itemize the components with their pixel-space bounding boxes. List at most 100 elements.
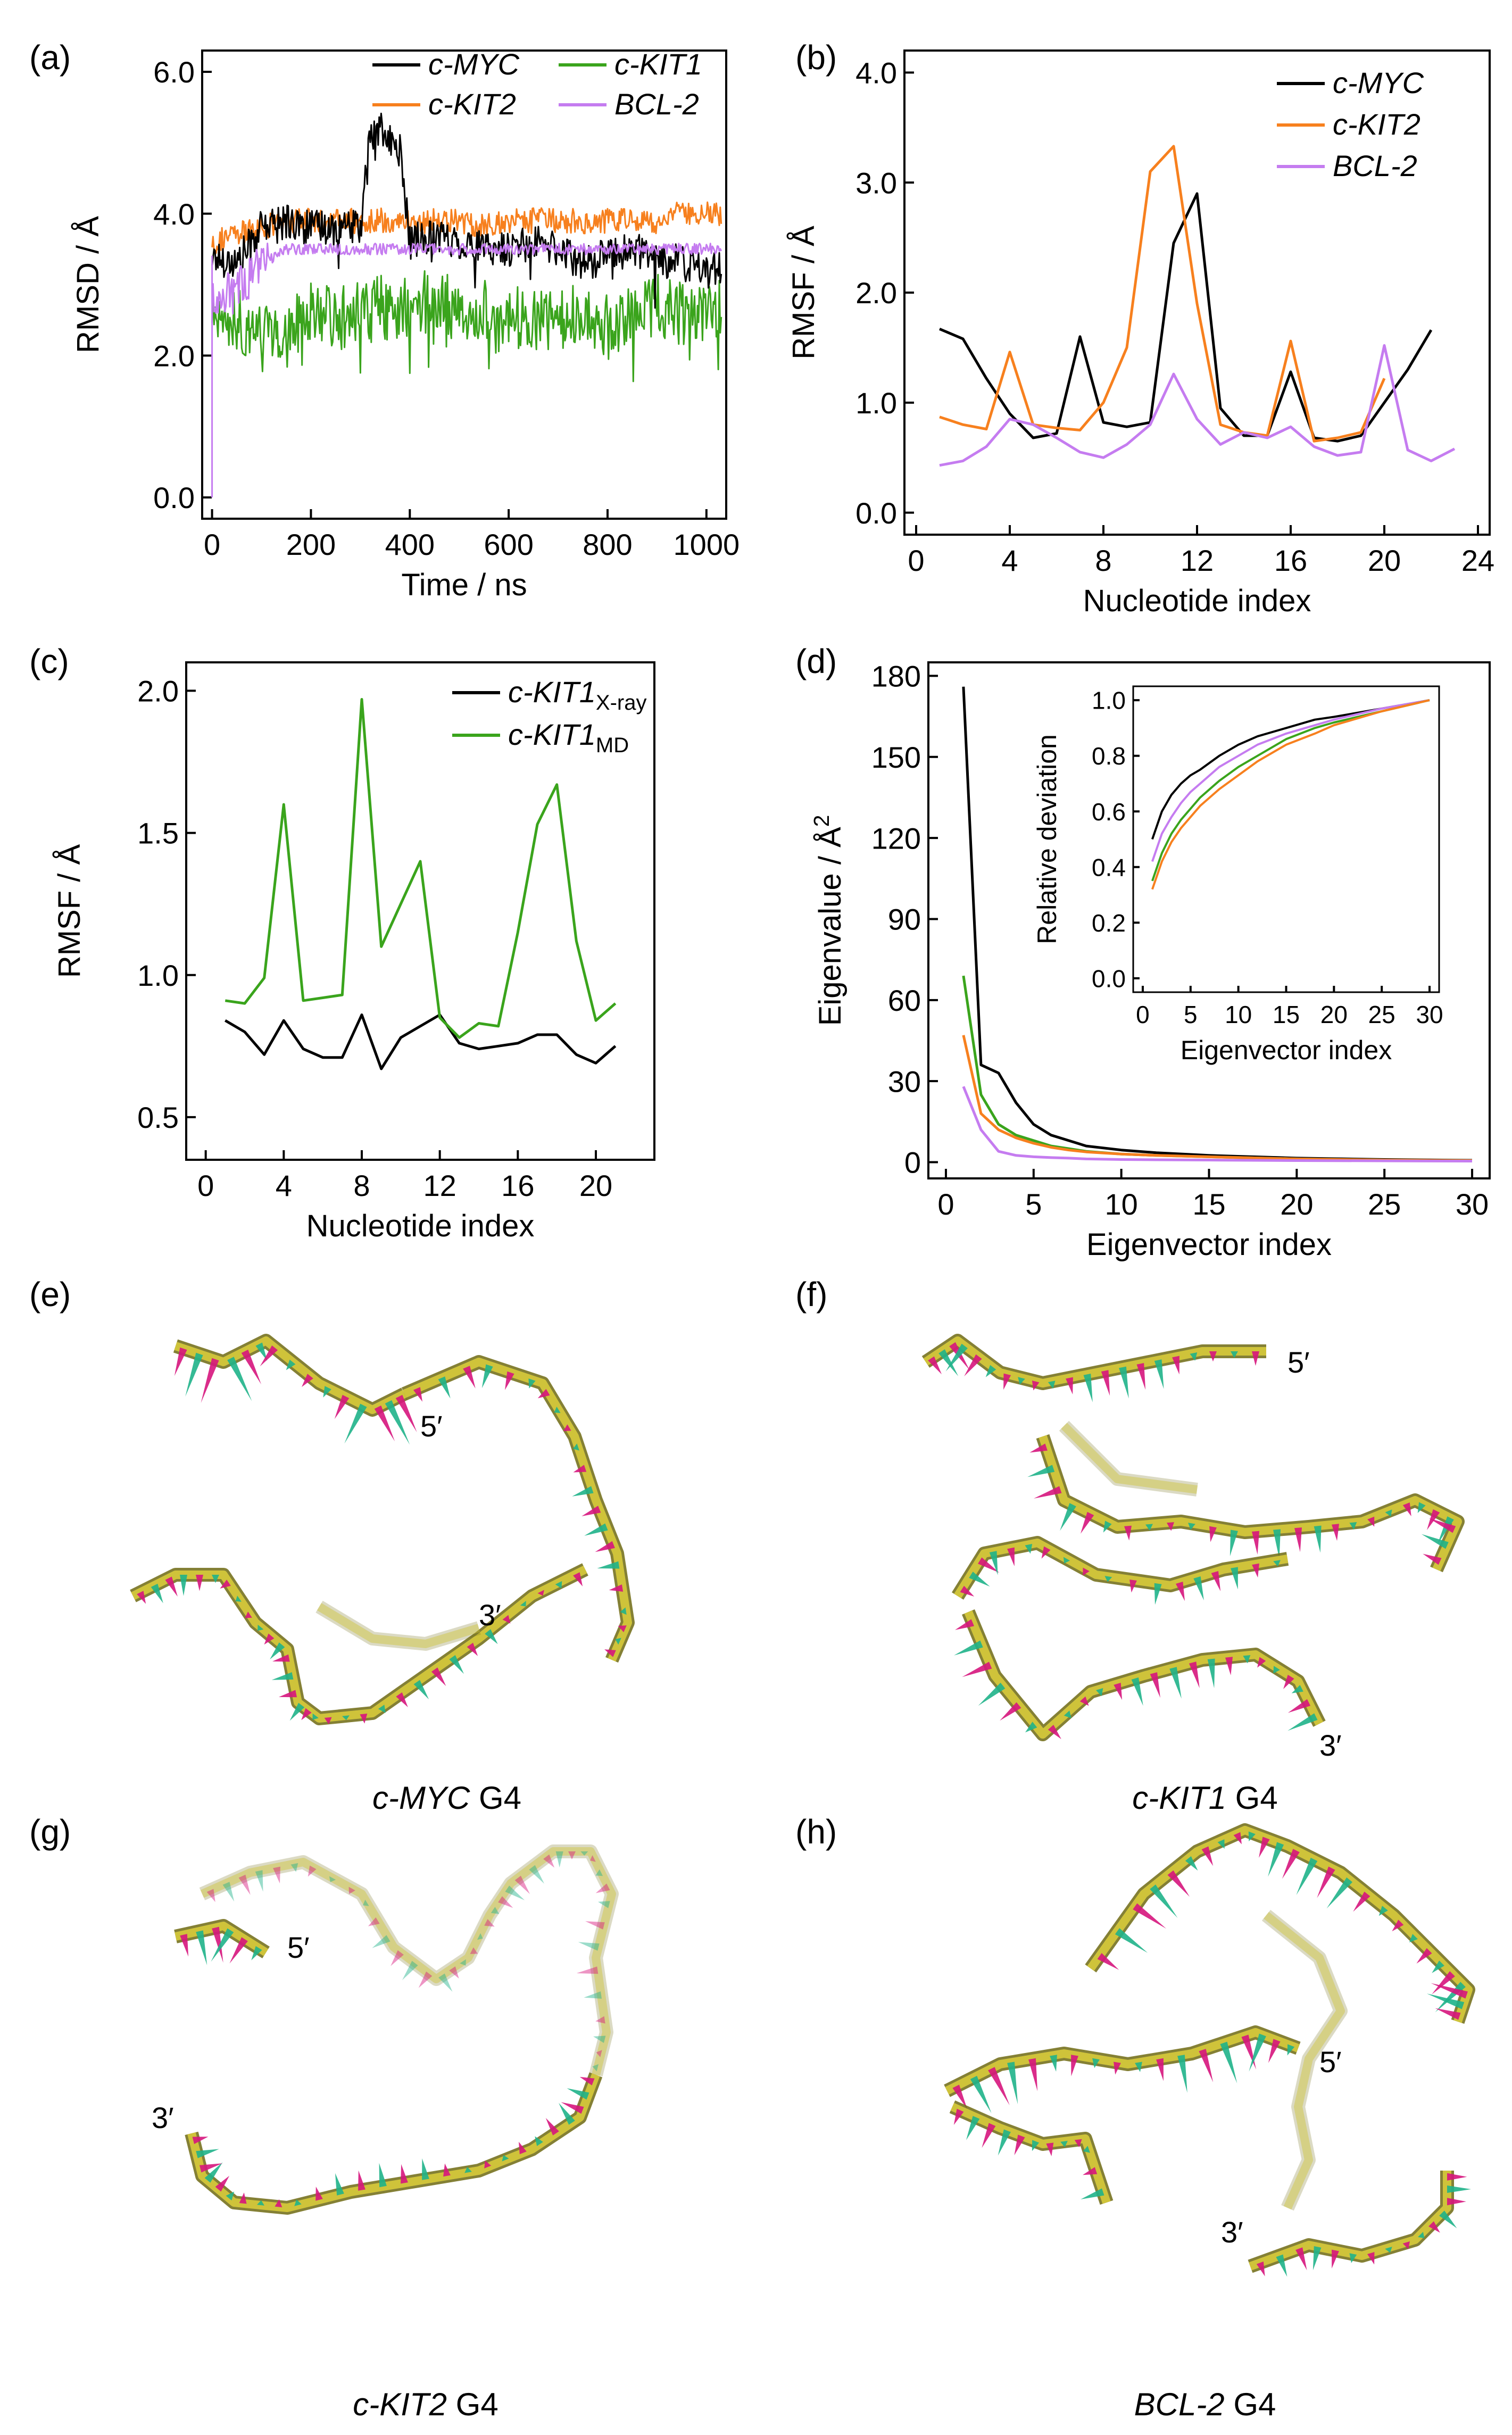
a-series-c-myc bbox=[211, 112, 722, 309]
e-spike-2-4-2 bbox=[279, 1690, 297, 1698]
e-spike-1-4-2 bbox=[595, 1541, 615, 1552]
e-spike-0-4-1 bbox=[385, 1400, 410, 1445]
e-spike-1-0-1 bbox=[438, 1376, 451, 1399]
g-spike-1-11-1 bbox=[585, 1921, 605, 1930]
h-spike-0-7-1 bbox=[1432, 1971, 1455, 1994]
d-inset-xtick-label-4: 20 bbox=[1320, 1001, 1348, 1028]
f-spike-3-7-1 bbox=[1287, 1699, 1311, 1713]
f-spike-2-2-1 bbox=[1063, 1557, 1070, 1564]
d-ytick-label-4: 120 bbox=[871, 821, 921, 855]
struct-f-5prime: 5′ bbox=[1287, 1345, 1310, 1379]
panel-label-e: (e) bbox=[29, 1275, 71, 1314]
h-spike-0-5-0 bbox=[1326, 1877, 1353, 1909]
g-spike-1-10-0 bbox=[590, 1855, 596, 1862]
f-spike-2-2-2 bbox=[1083, 1567, 1090, 1576]
g-spike-1-0-0 bbox=[206, 1889, 215, 1902]
h-spike-1-5-1 bbox=[1268, 2039, 1281, 2063]
g-spike-1-7-1 bbox=[498, 1896, 513, 1908]
g-spike-2-4-2 bbox=[358, 2170, 365, 2191]
e-spike-0-3-2 bbox=[344, 1403, 367, 1444]
e-spike-2-1-0 bbox=[180, 1575, 187, 1596]
structure-h-illustration bbox=[944, 1823, 1475, 2277]
c-ylabel: RMSF / Å bbox=[52, 844, 87, 978]
f-backbone-3 bbox=[964, 1610, 1324, 1739]
h-spike-3-2-0 bbox=[1367, 2252, 1375, 2265]
h-spike-3-0-2 bbox=[1295, 2247, 1307, 2271]
f-spike-0-5-2 bbox=[1190, 1352, 1198, 1361]
g-spike-2-1-1 bbox=[545, 2118, 559, 2135]
a-series-bcl-2 bbox=[211, 243, 722, 497]
caption-h-name: BCL-2 bbox=[1134, 2387, 1225, 2422]
f-spike-1-8-0 bbox=[1428, 1518, 1456, 1533]
a-xtick-label-2: 400 bbox=[385, 528, 435, 561]
h-spike-1-5-2 bbox=[1287, 2044, 1295, 2056]
g-spike-1-4-1 bbox=[402, 1960, 418, 1980]
g-spike-2-2-2 bbox=[484, 2160, 492, 2168]
h-spike-1-0-2 bbox=[988, 2067, 1010, 2106]
g-spike-1-6-1 bbox=[477, 1933, 483, 1940]
g-spike-2-3-0 bbox=[464, 2167, 472, 2173]
e-spike-2-4-1 bbox=[271, 1672, 294, 1680]
g-spike-1-2-0 bbox=[308, 1865, 317, 1877]
f-spike-2-1-2 bbox=[1025, 1544, 1033, 1554]
h-spike-3-4-2 bbox=[1447, 2173, 1467, 2181]
f-spike-3-4-0 bbox=[1150, 1672, 1160, 1698]
g-spike-2-8-2 bbox=[192, 2137, 209, 2145]
g-spike-1-6-2 bbox=[484, 1919, 495, 1927]
chart-c-rmsf: 0 4 8 12 16 20 0.5 1.0 1.5 2.0 Nucleotide index RMS… bbox=[52, 661, 655, 1243]
e-spike-2-6-1 bbox=[342, 1715, 350, 1721]
e-spike-2-3-1 bbox=[264, 1633, 275, 1645]
d-inset-xtick-label-0: 0 bbox=[1136, 1001, 1150, 1028]
f-spike-0-5-1 bbox=[1172, 1356, 1179, 1375]
f-spike-2-2-0 bbox=[1041, 1546, 1051, 1559]
g-spike-1-10-1 bbox=[595, 1869, 603, 1876]
f-spike-3-6-2 bbox=[1283, 1675, 1294, 1689]
h-spike-2-1-2 bbox=[1032, 2140, 1040, 2151]
g-spike-2-8-0 bbox=[200, 2163, 222, 2173]
f-spike-3-3-1 bbox=[1114, 1683, 1123, 1700]
f-spike-2-4-0 bbox=[1176, 1582, 1185, 1601]
f-spike-0-1-1 bbox=[964, 1354, 982, 1376]
e-spike-2-2-0 bbox=[220, 1580, 231, 1589]
f-spike-0-4-0 bbox=[1101, 1370, 1110, 1396]
g-spike-2-4-0 bbox=[401, 2164, 408, 2184]
structure-f-illustration bbox=[921, 1334, 1465, 1741]
h-spike-2-2-0 bbox=[1046, 2142, 1054, 2156]
h-spike-0-1-2 bbox=[1185, 1856, 1198, 1871]
g-spike-2-5-1 bbox=[315, 2187, 323, 2201]
caption-f-name: c-KIT1 bbox=[1132, 1780, 1226, 1816]
f-spike-1-7-2 bbox=[1438, 1516, 1454, 1544]
f-spike-0-4-2 bbox=[1136, 1363, 1146, 1390]
e-spike-2-10-0 bbox=[537, 1590, 544, 1596]
e-spike-1-2-1 bbox=[554, 1407, 561, 1413]
d-xtick-label-2: 10 bbox=[1105, 1187, 1138, 1221]
g-spike-0-0-0 bbox=[180, 1934, 189, 1957]
e-spike-1-3-1 bbox=[573, 1465, 587, 1473]
c-ytick-label-1: 1.0 bbox=[137, 959, 179, 992]
struct-e-3prime: 3′ bbox=[479, 1598, 501, 1632]
d-inset-ylabel: Relative deviation bbox=[1032, 734, 1062, 944]
struct-g-5prime: 5′ bbox=[287, 1931, 310, 1964]
c-xtick-label-0: 0 bbox=[197, 1169, 214, 1202]
c-xlabel: Nucleotide index bbox=[306, 1209, 535, 1243]
a-legend-label-bcl-2: BCL-2 bbox=[614, 87, 699, 121]
g-spike-1-4-2 bbox=[418, 1971, 433, 1988]
h-spike-0-8-0 bbox=[1431, 1983, 1468, 1999]
g-spike-1-7-2 bbox=[505, 1885, 525, 1900]
h-spike-1-2-2 bbox=[1114, 2062, 1121, 2075]
h-spike-0-6-1 bbox=[1409, 1934, 1418, 1942]
a-xtick-label-4: 800 bbox=[583, 528, 632, 561]
f-spike-3-3-2 bbox=[1131, 1677, 1143, 1706]
f-spike-1-5-0 bbox=[1314, 1525, 1322, 1553]
d-xtick-label-6: 30 bbox=[1456, 1187, 1489, 1221]
d-xtick-label-3: 15 bbox=[1192, 1187, 1225, 1221]
g-backbone-1 bbox=[200, 1847, 616, 2076]
g-spike-1-13-1 bbox=[596, 2050, 602, 2057]
caption-f-suffix: G4 bbox=[1226, 1780, 1278, 1816]
e-spike-1-1-1 bbox=[505, 1371, 514, 1390]
c-ytick-label-0: 0.5 bbox=[137, 1101, 179, 1134]
f-spike-0-2-0 bbox=[1003, 1373, 1011, 1390]
g-spike-2-0-1 bbox=[567, 2088, 589, 2100]
c-xtick-label-2: 8 bbox=[353, 1169, 370, 1202]
f-spike-0-6-1 bbox=[1231, 1351, 1238, 1358]
